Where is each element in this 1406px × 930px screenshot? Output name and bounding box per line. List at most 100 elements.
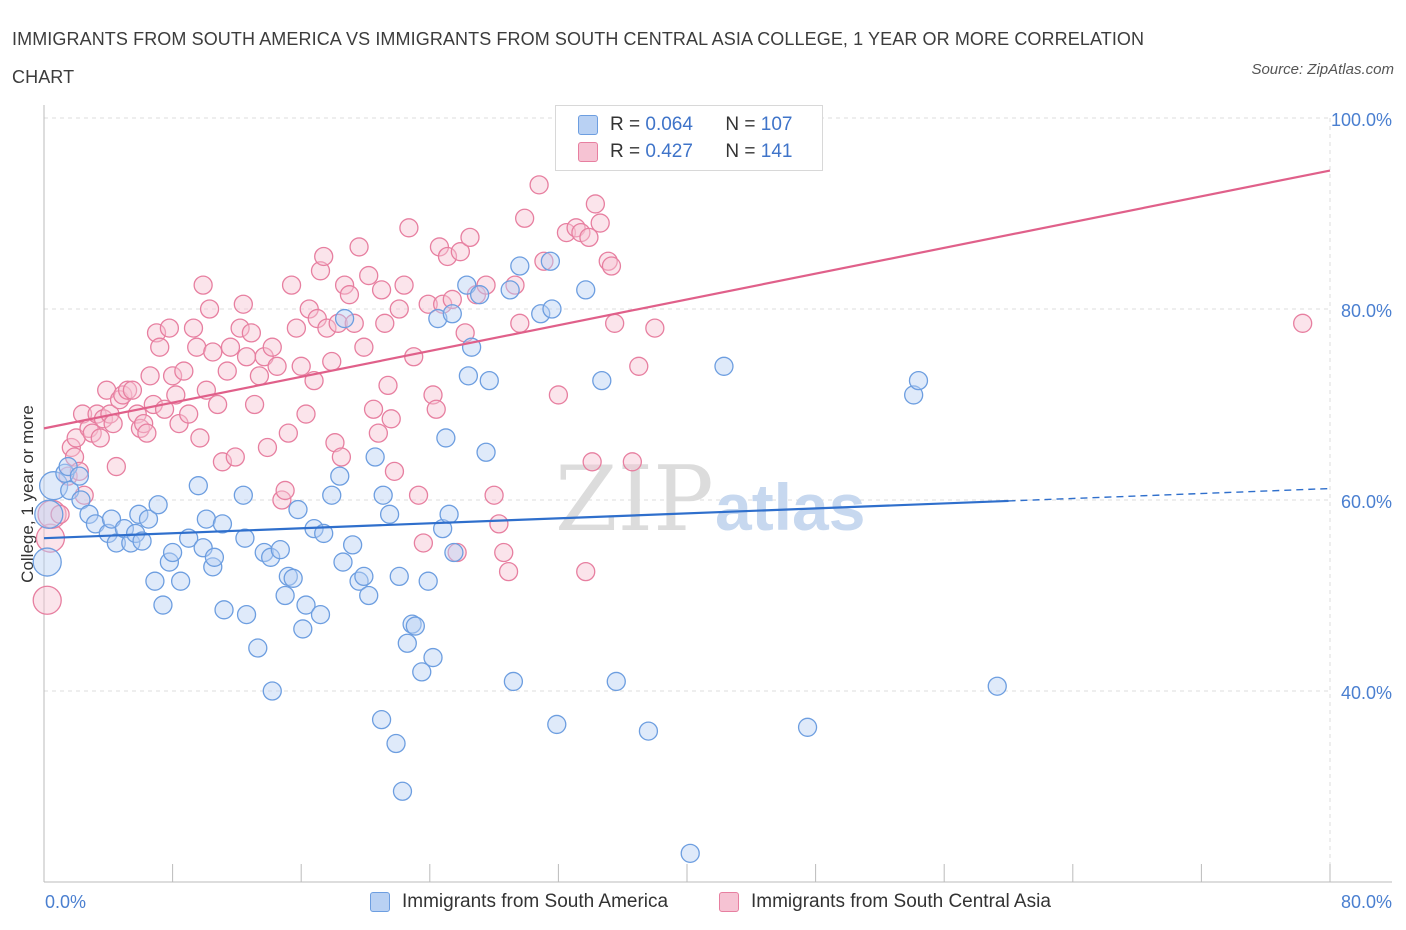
- data-point: [476, 442, 496, 462]
- data-point: [170, 571, 191, 591]
- data-point: [638, 721, 659, 741]
- data-point: [484, 485, 504, 505]
- data-point: [548, 385, 569, 405]
- data-point: [342, 535, 363, 555]
- source-label: Source: ZipAtlas.com: [1251, 61, 1394, 78]
- data-point: [145, 571, 165, 591]
- x-tick-label: 80.0%: [1341, 892, 1392, 912]
- data-point: [296, 404, 316, 424]
- data-point: [267, 356, 287, 376]
- data-point: [322, 351, 342, 372]
- data-point: [117, 380, 138, 400]
- x-tick-label: 0.0%: [45, 892, 86, 912]
- data-point: [325, 433, 345, 453]
- y-tick-label: 60.0%: [1341, 492, 1392, 512]
- legend-item-south-america: Immigrants from South America: [370, 888, 668, 916]
- data-point: [262, 681, 282, 701]
- legend-n-value: 107: [760, 114, 793, 135]
- data-point: [150, 337, 170, 357]
- data-point: [162, 542, 183, 563]
- legend-row-south-central-asia: R = 0.427 N = 141: [578, 139, 792, 165]
- data-point: [629, 356, 649, 376]
- data-point: [225, 447, 245, 467]
- data-point: [275, 585, 295, 606]
- data-point: [622, 452, 642, 472]
- legend-label-south-central-asia: Immigrants from South Central Asia: [751, 891, 1051, 912]
- data-point: [153, 595, 173, 615]
- trend-lines: [43, 169, 1331, 540]
- data-point: [132, 531, 152, 551]
- data-point: [455, 323, 475, 343]
- data-point: [331, 447, 352, 467]
- data-point: [314, 523, 334, 544]
- data-point: [1293, 313, 1313, 333]
- data-point: [460, 227, 480, 248]
- data-point: [601, 256, 622, 276]
- data-point: [193, 275, 213, 295]
- data-point: [317, 318, 337, 338]
- data-point: [235, 528, 255, 548]
- data-point: [457, 275, 477, 295]
- data-point: [122, 380, 143, 400]
- data-point: [606, 671, 626, 692]
- data-point: [275, 480, 295, 501]
- watermark-zip: ZIP: [555, 447, 714, 552]
- data-point: [442, 289, 462, 310]
- data-point: [207, 394, 228, 415]
- data-point: [645, 318, 665, 338]
- data-point: [590, 213, 610, 233]
- y-tick-label: 40.0%: [1341, 683, 1392, 703]
- legend-swatch-blue: [578, 115, 598, 135]
- data-point: [576, 561, 596, 582]
- data-point: [166, 385, 186, 405]
- data-point: [500, 280, 520, 300]
- data-point: [428, 308, 448, 329]
- data-point: [187, 337, 207, 357]
- data-point: [236, 604, 257, 625]
- data-point: [494, 542, 514, 563]
- data-point: [405, 616, 425, 636]
- data-point: [412, 662, 432, 682]
- data-point: [534, 251, 554, 271]
- data-point: [69, 461, 90, 482]
- legend-r-value: 0.064: [645, 114, 693, 135]
- data-point: [262, 337, 282, 357]
- data-point: [293, 619, 313, 639]
- axes: [43, 105, 1392, 883]
- data-point: [514, 208, 535, 228]
- data-point: [196, 509, 217, 529]
- legend-swatch-blue: [370, 892, 390, 912]
- legend-n-label: N =: [725, 114, 756, 135]
- data-point: [510, 256, 530, 276]
- data-point: [137, 423, 157, 443]
- data-point: [381, 409, 401, 429]
- data-point: [281, 275, 302, 295]
- data-point: [444, 542, 464, 563]
- data-point: [140, 366, 160, 386]
- data-point: [241, 323, 262, 343]
- tick-labels: 100.0% 80.0% 60.0% 40.0% 0.0% 80.0%: [45, 110, 1392, 912]
- data-point: [296, 595, 316, 615]
- legend-swatch-pink: [578, 142, 598, 162]
- data-point: [379, 504, 400, 524]
- data-point: [69, 466, 90, 486]
- data-point: [249, 366, 270, 386]
- data-point: [79, 504, 99, 524]
- data-point: [714, 356, 734, 376]
- data-point: [373, 485, 393, 505]
- data-point: [310, 261, 331, 281]
- data-point: [368, 423, 389, 443]
- data-point: [261, 547, 281, 567]
- data-point: [162, 366, 183, 386]
- data-point: [101, 509, 122, 529]
- legend-n-value: 141: [760, 141, 793, 162]
- data-point: [32, 585, 62, 615]
- data-point: [389, 299, 409, 319]
- data-point: [987, 676, 1007, 696]
- data-point: [330, 466, 350, 486]
- data-point: [359, 265, 379, 286]
- data-point: [489, 514, 509, 534]
- data-point: [413, 533, 434, 553]
- data-point: [288, 499, 308, 520]
- data-point: [547, 714, 567, 735]
